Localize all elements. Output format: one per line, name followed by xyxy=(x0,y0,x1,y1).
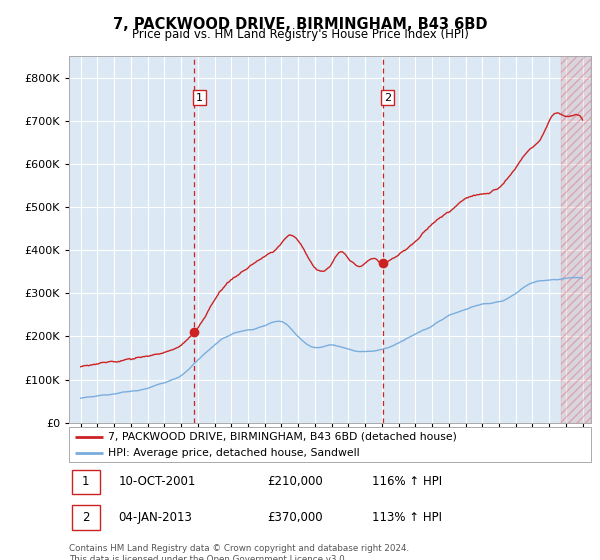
Text: Price paid vs. HM Land Registry's House Price Index (HPI): Price paid vs. HM Land Registry's House … xyxy=(131,28,469,41)
Text: £210,000: £210,000 xyxy=(268,475,323,488)
Text: HPI: Average price, detached house, Sandwell: HPI: Average price, detached house, Sand… xyxy=(108,447,360,458)
Text: 1: 1 xyxy=(196,93,203,102)
Text: 7, PACKWOOD DRIVE, BIRMINGHAM, B43 6BD (detached house): 7, PACKWOOD DRIVE, BIRMINGHAM, B43 6BD (… xyxy=(108,432,457,442)
Text: 113% ↑ HPI: 113% ↑ HPI xyxy=(372,511,442,524)
Text: 116% ↑ HPI: 116% ↑ HPI xyxy=(372,475,442,488)
Text: 2: 2 xyxy=(384,93,391,102)
Text: £370,000: £370,000 xyxy=(268,511,323,524)
Text: 04-JAN-2013: 04-JAN-2013 xyxy=(119,511,193,524)
FancyBboxPatch shape xyxy=(71,469,100,494)
Text: 2: 2 xyxy=(82,511,89,524)
Text: Contains HM Land Registry data © Crown copyright and database right 2024.
This d: Contains HM Land Registry data © Crown c… xyxy=(69,544,409,560)
Text: 7, PACKWOOD DRIVE, BIRMINGHAM, B43 6BD: 7, PACKWOOD DRIVE, BIRMINGHAM, B43 6BD xyxy=(113,17,487,32)
Text: 1: 1 xyxy=(82,475,89,488)
Text: 10-OCT-2001: 10-OCT-2001 xyxy=(119,475,196,488)
Bar xyxy=(561,56,591,423)
FancyBboxPatch shape xyxy=(71,505,100,530)
Bar xyxy=(561,56,591,423)
FancyBboxPatch shape xyxy=(69,427,591,462)
